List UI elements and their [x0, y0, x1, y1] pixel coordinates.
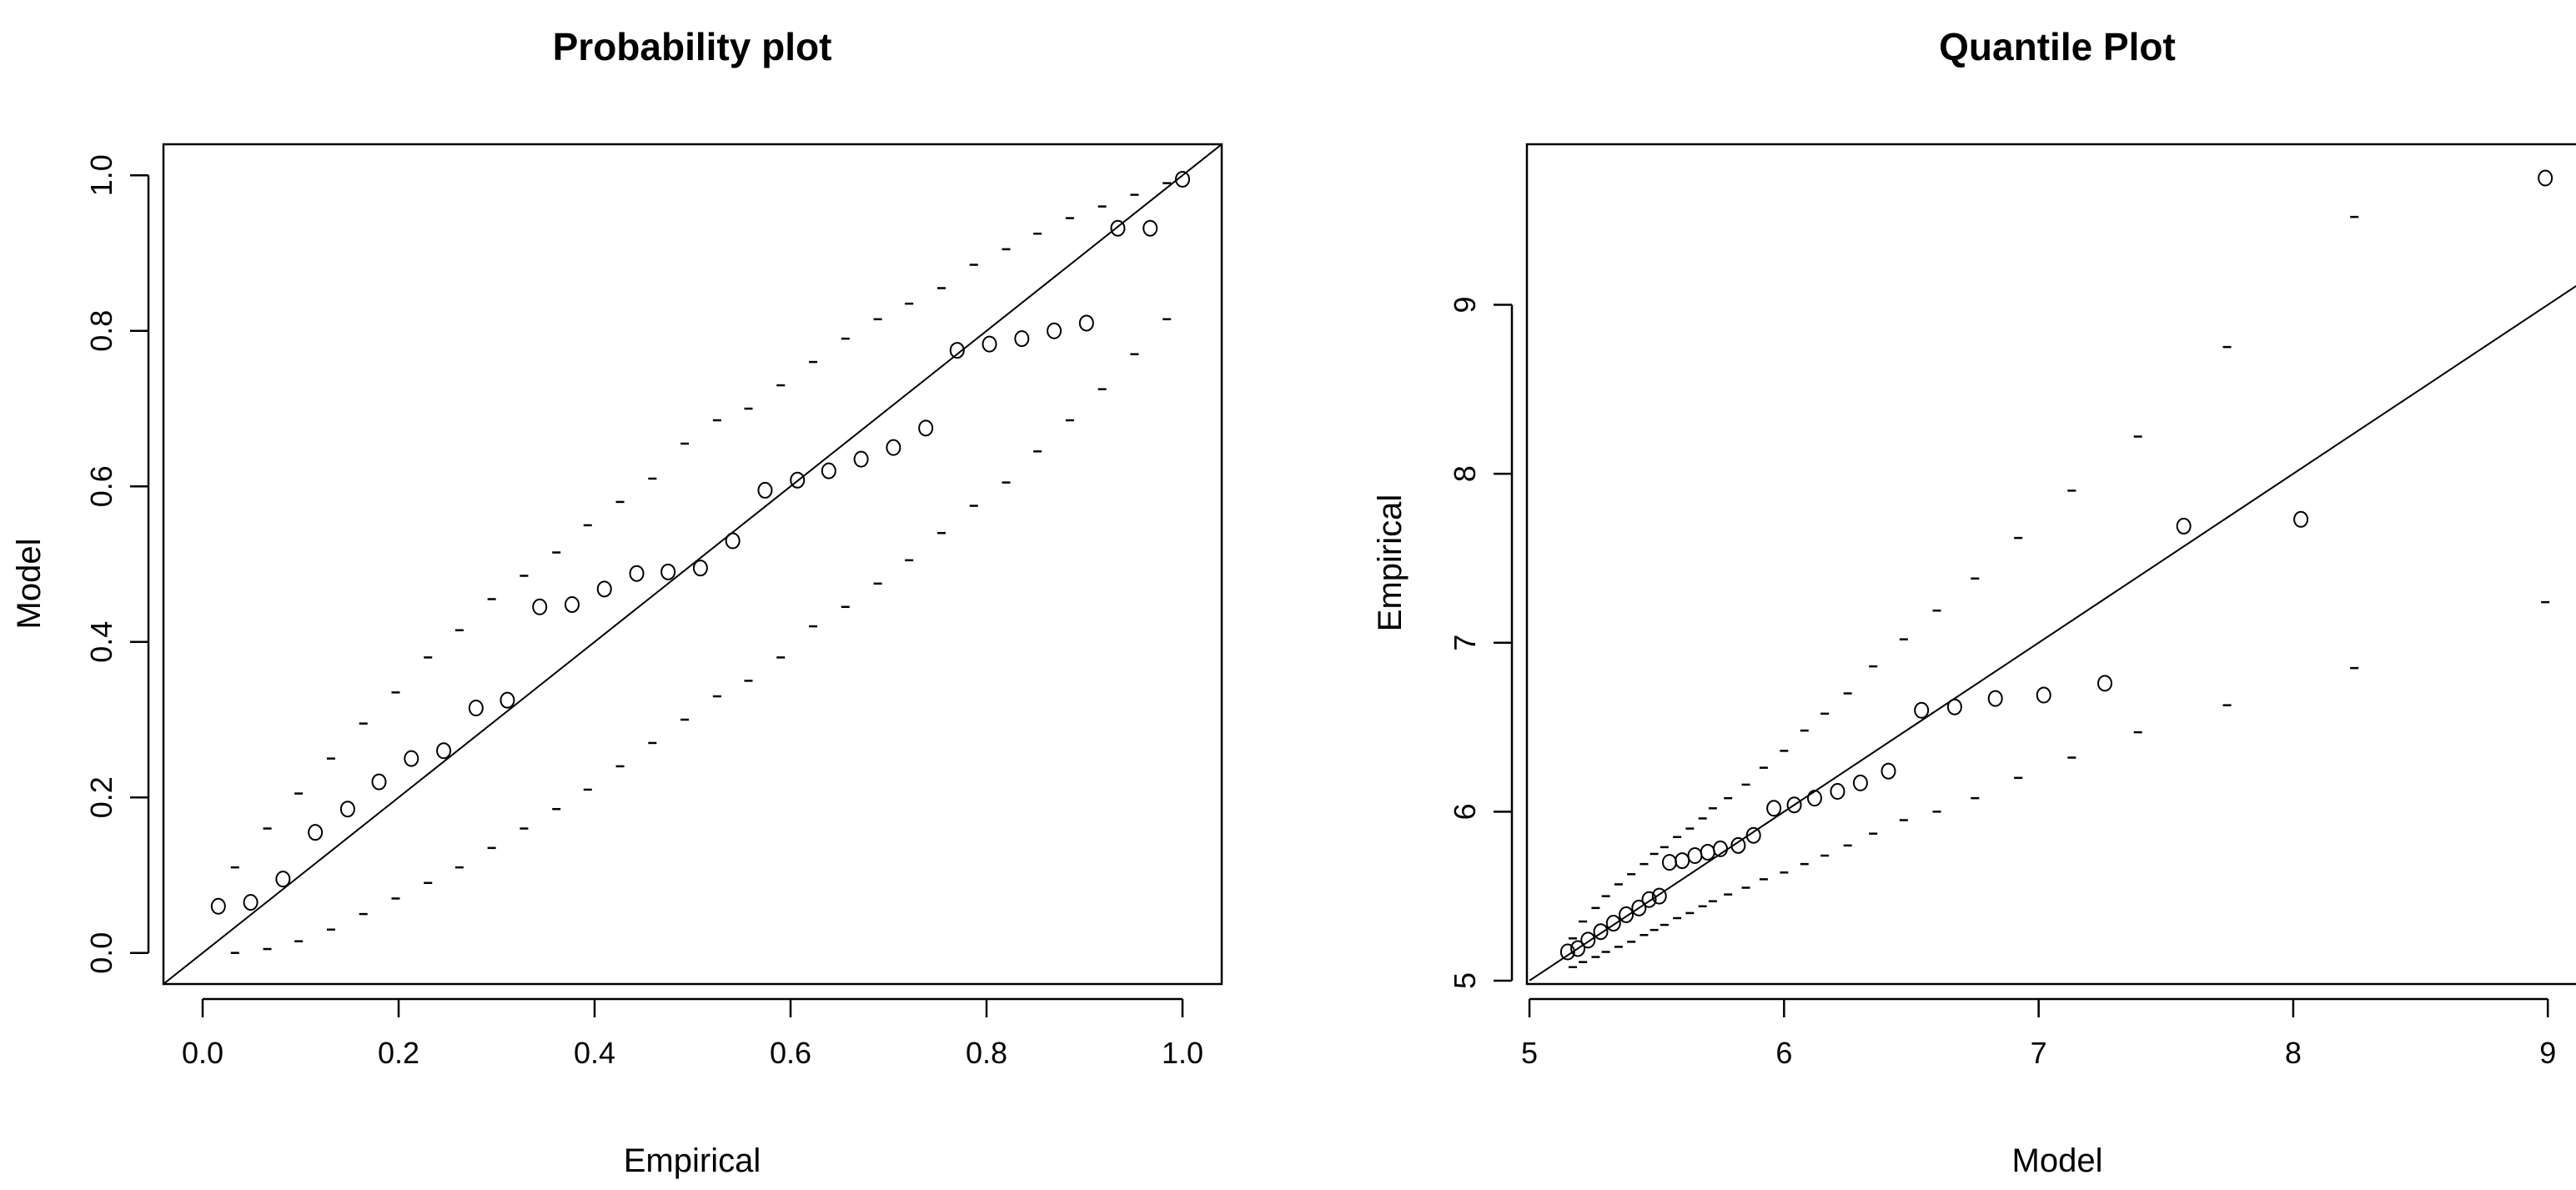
data-point: [725, 532, 741, 550]
data-point: [1570, 940, 1586, 957]
x-tick-label: 6: [1775, 1036, 1792, 1070]
data-point: [1745, 826, 1761, 844]
plot-area: 0.0 0.2 0.4 0.6 0.8 1.0 0.0 0.2 0.4 0.6 0.8 1.0: [84, 143, 1223, 1070]
data-point: [404, 750, 419, 767]
quantile-plot-panel: Quantile Plot Model Empirical 5 6 7 8 9 5 6 7 8 9: [1372, 25, 2576, 1179]
data-point: [532, 598, 548, 615]
data-point: [1713, 840, 1729, 857]
y-tick-label: 5: [1448, 972, 1482, 989]
data-point: [1078, 314, 1094, 332]
data-point: [339, 801, 355, 818]
data-point: [1651, 887, 1667, 905]
data-point: [1700, 843, 1715, 861]
data-point: [1559, 943, 1575, 961]
y-axis-label: Model: [11, 539, 48, 630]
data-point: [2538, 169, 2553, 187]
y-tick-label: 9: [1448, 296, 1482, 313]
data-point: [564, 595, 580, 613]
y-tick-label: 0.2: [84, 776, 118, 818]
data-point: [2097, 675, 2113, 692]
x-axis-label: Empirical: [624, 1142, 761, 1179]
x-tick-label: 1.0: [1162, 1036, 1203, 1070]
data-point: [1661, 854, 1677, 871]
y-tick-label: 6: [1448, 803, 1482, 820]
y-tick-label: 8: [1448, 465, 1482, 482]
data-point: [790, 471, 806, 489]
data-point: [853, 450, 869, 468]
data-point: [1175, 170, 1190, 188]
data-point: [243, 894, 259, 911]
reference-line: [163, 144, 1222, 984]
data-point: [949, 342, 965, 359]
data-point: [1641, 891, 1657, 908]
data-point: [1914, 701, 1930, 719]
x-tick-label: 8: [2285, 1036, 2302, 1070]
data-point: [371, 773, 387, 791]
data-point: [1142, 219, 1158, 237]
data-point: [1047, 322, 1062, 339]
x-tick-label: 0.2: [378, 1036, 419, 1070]
x-tick-label: 7: [2031, 1036, 2047, 1070]
chart-title: Quantile Plot: [1939, 25, 2176, 68]
data-point: [1830, 783, 1845, 801]
data-point: [275, 871, 291, 888]
x-tick-label: 0.0: [182, 1036, 223, 1070]
data-point: [629, 565, 645, 582]
x-tick-label: 0.6: [770, 1036, 811, 1070]
data-point: [1987, 690, 2003, 707]
data-point: [1580, 931, 1596, 949]
y-tick-label: 0.0: [84, 932, 118, 974]
y-tick-label: 7: [1448, 635, 1482, 651]
data-point: [1852, 774, 1868, 791]
data-point: [596, 580, 612, 598]
data-point: [308, 824, 324, 841]
data-point: [1605, 915, 1621, 932]
data-point: [1593, 923, 1609, 941]
data-point: [1786, 796, 1802, 814]
data-point: [210, 897, 226, 915]
data-point: [1014, 330, 1030, 348]
probability-plot-panel: Probability plot Empirical Model 0.0 0.2 0…: [11, 25, 1223, 1179]
y-tick-label: 0.4: [84, 621, 118, 663]
data-point: [468, 699, 484, 716]
x-tick-label: 0.4: [574, 1036, 615, 1070]
y-tick-label: 0.8: [84, 310, 118, 352]
data-point: [821, 462, 836, 480]
x-tick-label: 5: [1521, 1036, 1538, 1070]
data-point: [1881, 762, 1896, 780]
data-point: [1946, 698, 1962, 716]
plot-frame: [162, 143, 1223, 986]
data-point: [692, 560, 708, 577]
y-tick-label: 1.0: [84, 154, 118, 196]
data-point: [918, 419, 934, 437]
x-axis-label: Model: [2012, 1142, 2103, 1179]
data-point: [1766, 800, 1782, 817]
data-point: [757, 481, 773, 499]
data-point: [1675, 852, 1690, 870]
data-point: [2293, 510, 2309, 528]
data-point: [2176, 517, 2192, 535]
chart-title: Probability plot: [553, 25, 832, 68]
y-tick-label: 0.6: [84, 465, 118, 507]
data-point: [660, 563, 676, 580]
data-point: [2036, 686, 2051, 704]
data-point: [886, 439, 901, 456]
reference-line: [1529, 284, 2576, 982]
data-point: [1730, 836, 1746, 854]
data-point: [1619, 906, 1634, 923]
x-tick-label: 9: [2539, 1036, 2556, 1070]
data-point: [1631, 899, 1647, 916]
y-axis-label: Empirical: [1372, 495, 1409, 631]
plot-area: 5 6 7 8 9 5 6 7 8 9: [1448, 143, 2576, 1070]
data-point: [982, 335, 997, 353]
data-point: [500, 691, 515, 709]
x-tick-label: 0.8: [966, 1036, 1007, 1070]
data-point: [1687, 847, 1703, 865]
plot-frame: [1525, 143, 2576, 986]
data-point: [1806, 790, 1822, 807]
data-point: [1110, 219, 1126, 237]
data-point: [436, 742, 452, 760]
